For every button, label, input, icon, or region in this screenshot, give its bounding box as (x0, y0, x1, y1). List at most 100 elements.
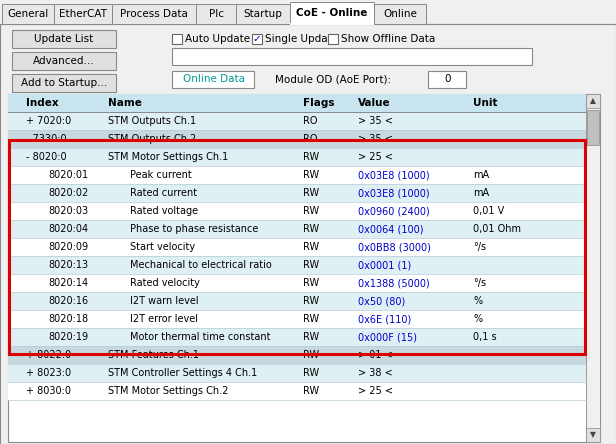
Text: Rated voltage: Rated voltage (130, 206, 198, 216)
Bar (586, 94, 600, 108)
Text: Start velocity: Start velocity (130, 242, 195, 252)
Text: Advanced...: Advanced... (33, 56, 95, 66)
Text: Module OD (AoE Port):: Module OD (AoE Port): (275, 75, 391, 84)
Text: RO: RO (303, 116, 317, 126)
Text: + 8022:0: + 8022:0 (26, 350, 71, 360)
Bar (172, 48, 532, 65)
Text: RW: RW (303, 332, 319, 342)
Bar (586, 428, 600, 442)
Bar (8, 148, 586, 166)
Bar (8, 220, 586, 238)
Bar (8, 112, 586, 130)
Bar (374, 4, 426, 24)
Bar (8, 130, 586, 148)
Text: 0,01 V: 0,01 V (473, 206, 505, 216)
Text: 8020:02: 8020:02 (48, 188, 88, 198)
Text: ▼: ▼ (590, 431, 596, 440)
Bar (8, 256, 586, 274)
Bar (8, 328, 586, 346)
Text: RW: RW (303, 296, 319, 306)
Text: - 7330:0: - 7330:0 (26, 134, 67, 144)
Text: 0x000F (15): 0x000F (15) (358, 332, 417, 342)
Bar (12, 74, 116, 92)
Text: RW: RW (303, 206, 319, 216)
Text: 0x50 (80): 0x50 (80) (358, 296, 405, 306)
Text: RW: RW (303, 386, 319, 396)
Text: Auto Update: Auto Update (185, 34, 250, 44)
Text: General: General (7, 9, 49, 19)
Text: RW: RW (303, 242, 319, 252)
Bar (328, 34, 338, 44)
Text: RW: RW (303, 350, 319, 360)
Text: > 35 <: > 35 < (358, 116, 393, 126)
Text: 8020:13: 8020:13 (48, 260, 88, 270)
Text: mA: mA (473, 170, 489, 180)
Text: RW: RW (303, 152, 319, 162)
Bar (2, 4, 54, 24)
Text: RW: RW (303, 224, 319, 234)
Text: STM Motor Settings Ch.1: STM Motor Settings Ch.1 (108, 152, 229, 162)
Bar (8, 274, 586, 292)
Bar (586, 94, 600, 442)
Text: + 8030:0: + 8030:0 (26, 386, 71, 396)
Text: > 25 <: > 25 < (358, 152, 393, 162)
Text: Single Update: Single Update (265, 34, 338, 44)
Text: > 01 <: > 01 < (358, 350, 393, 360)
Text: RW: RW (303, 314, 319, 324)
Text: > 38 <: > 38 < (358, 368, 393, 378)
Bar (8, 346, 586, 364)
Bar (428, 71, 466, 88)
Text: 8020:04: 8020:04 (48, 224, 88, 234)
Text: 0x1388 (5000): 0x1388 (5000) (358, 278, 430, 288)
Text: Startup: Startup (243, 9, 283, 19)
Text: - 8020:0: - 8020:0 (26, 152, 67, 162)
Text: Name: Name (108, 98, 142, 108)
Bar (8, 202, 586, 220)
Text: ✓: ✓ (253, 34, 261, 44)
Text: + 8023:0: + 8023:0 (26, 368, 71, 378)
Text: Update List: Update List (34, 34, 94, 44)
Text: I2T error level: I2T error level (130, 314, 198, 324)
Text: 0x0064 (100): 0x0064 (100) (358, 224, 424, 234)
Text: RW: RW (303, 188, 319, 198)
Bar (8, 382, 586, 400)
Text: °/s: °/s (473, 278, 486, 288)
Text: °/s: °/s (473, 242, 486, 252)
Text: Motor thermal time constant: Motor thermal time constant (130, 332, 270, 342)
Text: STM Motor Settings Ch.2: STM Motor Settings Ch.2 (108, 386, 229, 396)
Text: Peak current: Peak current (130, 170, 192, 180)
Bar (54, 4, 112, 24)
Bar (112, 4, 196, 24)
Text: Phase to phase resistance: Phase to phase resistance (130, 224, 258, 234)
Text: STM Outputs Ch.2: STM Outputs Ch.2 (108, 134, 197, 144)
Bar (8, 310, 586, 328)
Bar (252, 34, 262, 44)
Text: Online Data: Online Data (183, 75, 245, 84)
Bar (8, 184, 586, 202)
Text: %: % (473, 314, 482, 324)
Bar (9, 140, 585, 354)
Text: STM Controller Settings 4 Ch.1: STM Controller Settings 4 Ch.1 (108, 368, 257, 378)
Text: EtherCAT: EtherCAT (59, 9, 107, 19)
Text: RW: RW (303, 278, 319, 288)
Text: Process Data: Process Data (120, 9, 188, 19)
Text: 0x0BB8 (3000): 0x0BB8 (3000) (358, 242, 431, 252)
Text: Online: Online (383, 9, 417, 19)
Text: > 35 <: > 35 < (358, 134, 393, 144)
Bar (587, 110, 599, 145)
Bar (12, 30, 116, 48)
Bar (8, 292, 586, 310)
Text: 0x6E (110): 0x6E (110) (358, 314, 411, 324)
Text: 8020:19: 8020:19 (48, 332, 88, 342)
Text: Plc: Plc (208, 9, 224, 19)
Text: Show Offline Data: Show Offline Data (341, 34, 436, 44)
Text: Index: Index (26, 98, 59, 108)
Text: 0x03E8 (1000): 0x03E8 (1000) (358, 188, 429, 198)
Text: 8020:16: 8020:16 (48, 296, 88, 306)
Bar (290, 2, 374, 24)
Text: STM Outputs Ch.1: STM Outputs Ch.1 (108, 116, 196, 126)
Text: 0x0960 (2400): 0x0960 (2400) (358, 206, 430, 216)
Text: 0,1 s: 0,1 s (473, 332, 496, 342)
Bar (196, 4, 236, 24)
Bar (8, 364, 586, 382)
